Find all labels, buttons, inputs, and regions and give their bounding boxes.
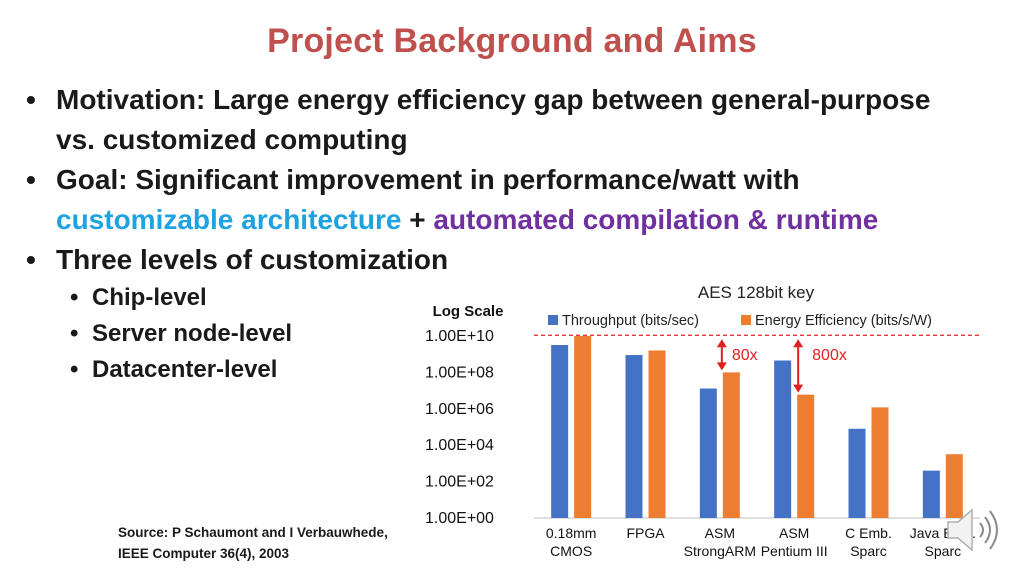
- y-tick-label: 1.00E+06: [425, 401, 494, 418]
- source-line2: IEEE Computer 36(4), 2003: [118, 546, 290, 561]
- goal-plus: +: [401, 204, 434, 235]
- bullet-motivation: • Motivation: Large energy efficiency ga…: [26, 80, 1006, 160]
- y-axis-label: Log Scale: [433, 303, 504, 320]
- sub-bullet-text: Chip-level: [92, 284, 207, 311]
- bar-energy-efficiency: [648, 350, 666, 518]
- bullet-dot: •: [26, 244, 36, 275]
- ratio-annotation: 80x: [732, 347, 758, 364]
- goal-customizable-architecture: customizable architecture: [56, 204, 402, 235]
- aes-bar-chart: AES 128bit key Log Scale Throughput (bits/…: [425, 283, 980, 559]
- x-tick-label: ASM: [705, 525, 735, 541]
- x-tick-label: Pentium III: [761, 543, 828, 559]
- y-tick-label: 1.00E+04: [425, 437, 494, 454]
- sub-bullet-chip: • Chip-level: [26, 280, 1006, 316]
- legend-label: Energy Efficiency (bits/s/W): [755, 313, 932, 329]
- ratio-arrow-head-up: [716, 339, 727, 348]
- x-tick-label: Sparc: [925, 543, 962, 559]
- chart-title: AES 128bit key: [698, 283, 815, 302]
- sub-bullet-text: Server node-level: [92, 320, 293, 347]
- x-tick-label: 0.18mm: [546, 525, 597, 541]
- y-tick-label: 1.00E+00: [425, 510, 494, 527]
- x-tick-label: StrongARM: [684, 543, 756, 559]
- ratio-annotation: 800x: [812, 347, 847, 364]
- y-tick-label: 1.00E+08: [425, 364, 494, 381]
- bar-throughput: [774, 360, 792, 518]
- ratio-arrow-head-down: [716, 362, 727, 371]
- x-tick-label: C Emb.: [845, 525, 892, 541]
- y-tick-label: 1.00E+02: [425, 474, 494, 491]
- x-tick-label: ASM: [779, 525, 809, 541]
- bullet-list: • Motivation: Large energy efficiency ga…: [26, 80, 1006, 388]
- bar-energy-efficiency: [797, 394, 815, 518]
- motivation-text-line2: vs. customized computing: [56, 124, 408, 155]
- bullet-levels: • Three levels of customization: [26, 240, 1006, 280]
- goal-automated-compilation: automated compilation & runtime: [433, 204, 879, 235]
- x-tick-label: Sparc: [850, 543, 887, 559]
- bar-throughput: [625, 355, 643, 518]
- bar-throughput: [922, 470, 940, 518]
- goal-text-line1: Goal: Significant improvement in perform…: [56, 164, 800, 195]
- motivation-text-line1: Motivation: Large energy efficiency gap …: [56, 84, 931, 115]
- bar-energy-efficiency: [722, 372, 740, 518]
- bar-throughput: [551, 345, 569, 518]
- y-tick-label: 1.00E+10: [425, 328, 494, 345]
- ratio-arrow-head-down: [793, 384, 804, 393]
- source-line1: Source: P Schaumont and I Verbauwhede,: [118, 525, 388, 540]
- bar-energy-efficiency: [871, 407, 889, 518]
- speaker-icon[interactable]: [942, 504, 1008, 556]
- x-tick-label: FPGA: [626, 525, 665, 541]
- bar-energy-efficiency: [574, 336, 592, 518]
- slide-title: Project Background and Aims: [267, 22, 757, 60]
- x-tick-label: CMOS: [550, 543, 592, 559]
- bar-throughput: [699, 388, 717, 518]
- sub-bullet-dot: •: [70, 356, 79, 383]
- levels-text: Three levels of customization: [56, 244, 449, 275]
- bullet-dot: •: [26, 164, 36, 195]
- bullet-dot: •: [26, 84, 36, 115]
- bar-energy-efficiency: [945, 454, 963, 518]
- bullet-goal: • Goal: Significant improvement in perfo…: [26, 160, 1006, 240]
- bar-throughput: [848, 428, 866, 518]
- sub-bullet-server: • Server node-level: [26, 316, 1006, 352]
- sub-bullet-datacenter: • Datacenter-level: [26, 352, 1006, 388]
- sub-bullet-text: Datacenter-level: [92, 356, 278, 383]
- ratio-arrow-head-up: [793, 339, 804, 348]
- legend-label: Throughput (bits/sec): [562, 313, 699, 329]
- sub-bullet-dot: •: [70, 284, 79, 311]
- sub-bullet-dot: •: [70, 320, 79, 347]
- legend-swatch: [548, 315, 558, 325]
- source-citation: Source: P Schaumont and I Verbauwhede, I…: [118, 522, 388, 564]
- legend-swatch: [741, 315, 751, 325]
